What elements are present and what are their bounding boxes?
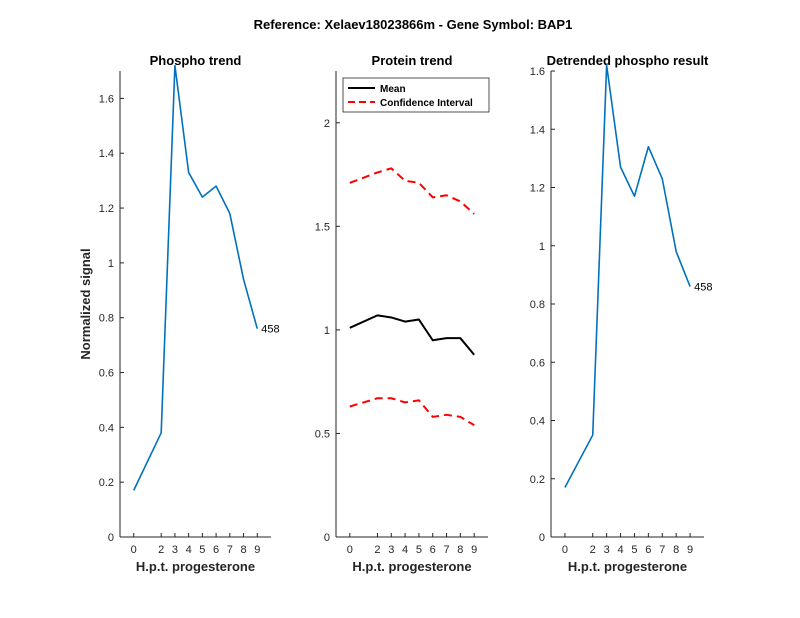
x-axis-label: H.p.t. progesterone bbox=[568, 559, 687, 574]
x-tick-label: 4 bbox=[402, 544, 408, 556]
series-line-1 bbox=[133, 64, 259, 491]
x-tick-label: 4 bbox=[186, 544, 192, 556]
x-tick-label: 8 bbox=[240, 544, 246, 556]
x-axis-label: H.p.t. progesterone bbox=[136, 559, 255, 574]
y-tick-label: 0.4 bbox=[530, 416, 545, 428]
y-tick-label: 1.2 bbox=[99, 203, 114, 215]
x-tick-label: 3 bbox=[604, 544, 610, 556]
x-tick-label: 2 bbox=[374, 544, 380, 556]
x-tick-label: 3 bbox=[388, 544, 394, 556]
legend-label: Confidence Interval bbox=[380, 98, 473, 109]
x-tick-label: 7 bbox=[443, 544, 449, 556]
x-tick-label: 4 bbox=[617, 544, 623, 556]
y-tick-label: 1 bbox=[539, 241, 545, 253]
y-tick-label: 0.6 bbox=[530, 357, 545, 369]
x-tick-label: 9 bbox=[254, 544, 260, 556]
figure-suptitle: Reference: Xelaev18023866m - Gene Symbol… bbox=[254, 17, 573, 32]
y-axis-label: Normalized signal bbox=[78, 248, 93, 359]
panel-title: Protein trend bbox=[372, 53, 453, 68]
y-tick-label: 1 bbox=[108, 258, 114, 270]
panel-title: Phospho trend bbox=[150, 53, 242, 68]
y-tick-label: 0 bbox=[539, 532, 545, 544]
panel-3: Detrended phospho result 0 0.2 0.4 0.6 0.8 1 1.… bbox=[530, 53, 713, 574]
legend-box bbox=[342, 77, 490, 113]
x-tick-label: 2 bbox=[158, 544, 164, 556]
y-tick-label: 1.6 bbox=[530, 66, 545, 78]
y-tick-label: 0.2 bbox=[99, 477, 114, 489]
x-tick-label: 6 bbox=[645, 544, 651, 556]
x-tick-label: 3 bbox=[172, 544, 178, 556]
y-tick-label: 1.2 bbox=[530, 183, 545, 195]
x-tick-label: 6 bbox=[213, 544, 219, 556]
y-tick-label: 0 bbox=[108, 532, 114, 544]
legend: Mean Confidence Interval bbox=[342, 77, 490, 113]
x-tick-label: 8 bbox=[673, 544, 679, 556]
x-tick-label: 7 bbox=[659, 544, 665, 556]
x-tick-label: 9 bbox=[687, 544, 693, 556]
y-tick-label: 0.5 bbox=[315, 428, 330, 440]
y-tick-label: 1 bbox=[324, 325, 330, 337]
legend-label: Mean bbox=[380, 84, 406, 95]
y-tick-label: 0.2 bbox=[530, 474, 545, 486]
y-tick-label: 0.8 bbox=[99, 313, 114, 325]
x-axis-label: H.p.t. progesterone bbox=[352, 559, 471, 574]
x-tick-label: 7 bbox=[227, 544, 233, 556]
y-tick-label: 1.4 bbox=[99, 148, 114, 160]
x-tick-label: 9 bbox=[471, 544, 477, 556]
x-tick-label: 6 bbox=[430, 544, 436, 556]
y-tick-label: 1.4 bbox=[530, 124, 545, 136]
y-tick-label: 1.6 bbox=[99, 93, 114, 105]
x-tick-label: 0 bbox=[562, 544, 568, 556]
series-line-1 bbox=[349, 314, 475, 356]
series-line-2 bbox=[349, 167, 475, 215]
end-annotation: 458 bbox=[694, 282, 712, 294]
y-tick-label: 2 bbox=[324, 118, 330, 130]
x-tick-label: 5 bbox=[416, 544, 422, 556]
y-tick-label: 0.6 bbox=[99, 368, 114, 380]
x-tick-label: 0 bbox=[347, 544, 353, 556]
y-tick-label: 0 bbox=[324, 532, 330, 544]
x-tick-label: 5 bbox=[631, 544, 637, 556]
series-line-3 bbox=[349, 397, 475, 427]
panel-title: Detrended phospho result bbox=[547, 53, 709, 68]
y-tick-label: 1.5 bbox=[315, 221, 330, 233]
y-tick-label: 0.8 bbox=[530, 299, 545, 311]
series-line-1 bbox=[564, 64, 691, 488]
x-tick-label: 5 bbox=[199, 544, 205, 556]
x-tick-label: 8 bbox=[457, 544, 463, 556]
x-tick-label: 0 bbox=[131, 544, 137, 556]
y-tick-label: 0.4 bbox=[99, 422, 114, 434]
end-annotation: 458 bbox=[261, 324, 279, 336]
x-tick-label: 2 bbox=[590, 544, 596, 556]
